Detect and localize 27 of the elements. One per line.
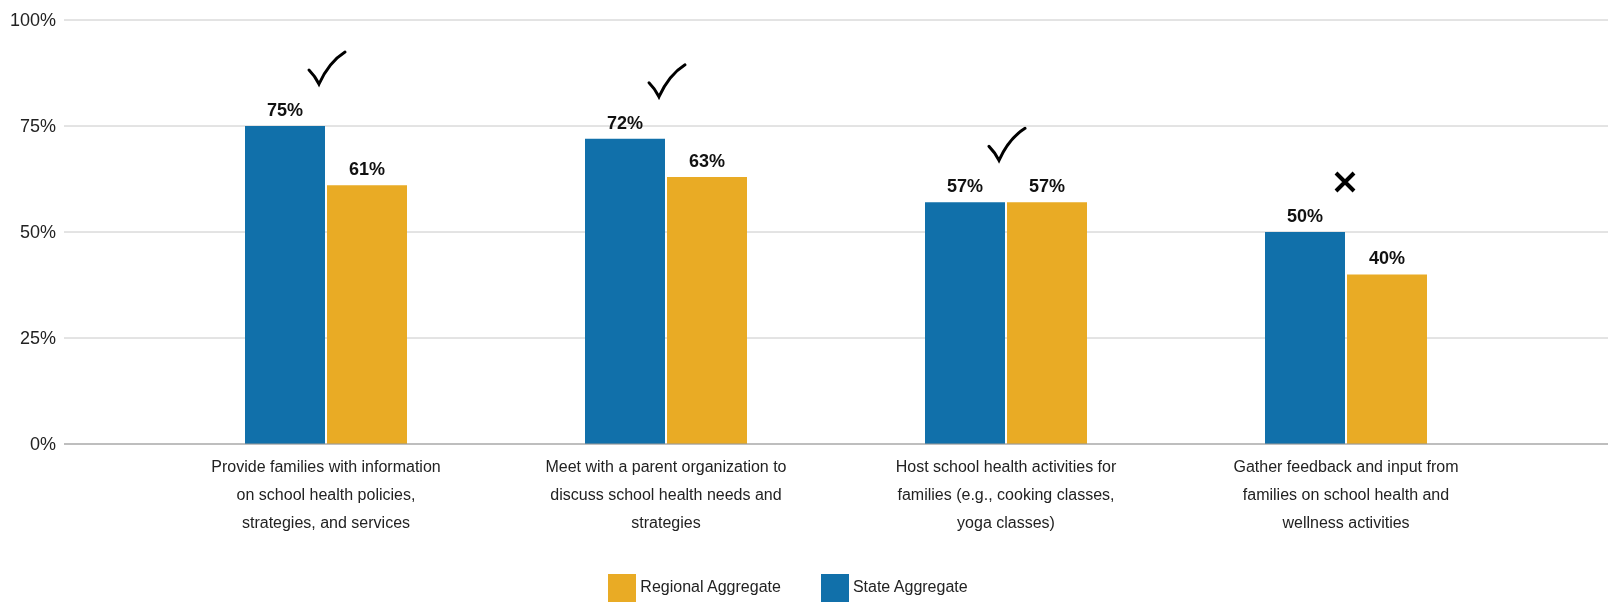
y-tick-label: 50% — [19, 222, 56, 243]
bar — [245, 126, 325, 444]
bar — [1007, 202, 1087, 444]
x-tick-label: Host school health activities for families (e.g., cooking classes, yoga classes) — [895, 458, 1117, 531]
x-tick-label: Gather feedback and input from families on school health and wellness activities — [1233, 458, 1459, 531]
bar — [327, 185, 407, 444]
y-tick-label: 100% — [9, 10, 56, 31]
y-tick-label: 75% — [19, 116, 56, 137]
text: 57% — [946, 176, 984, 197]
y-tick-label: 25% — [19, 328, 56, 349]
bar — [925, 202, 1005, 444]
bar — [585, 138, 665, 444]
y-tick-label: 0% — [29, 434, 56, 455]
text: 61% — [348, 159, 386, 180]
legend-label: State Aggregate — [852, 578, 968, 596]
text: 50% — [1286, 206, 1324, 226]
bar — [667, 176, 747, 444]
bar — [1347, 274, 1427, 444]
legend-label: Regional Aggregate — [640, 578, 781, 596]
text: 57% — [1028, 176, 1066, 197]
text: 63% — [688, 150, 726, 171]
x-tick-label: Meet with a parent organization to discuss school health needs and strategies — [545, 458, 787, 531]
text: 40% — [1368, 248, 1406, 269]
x-tick-label: Provide families with information on school health policies, strategies, and services — [211, 458, 441, 531]
bar — [1265, 232, 1345, 444]
text: 75% — [266, 100, 304, 120]
text: 72% — [606, 112, 644, 133]
